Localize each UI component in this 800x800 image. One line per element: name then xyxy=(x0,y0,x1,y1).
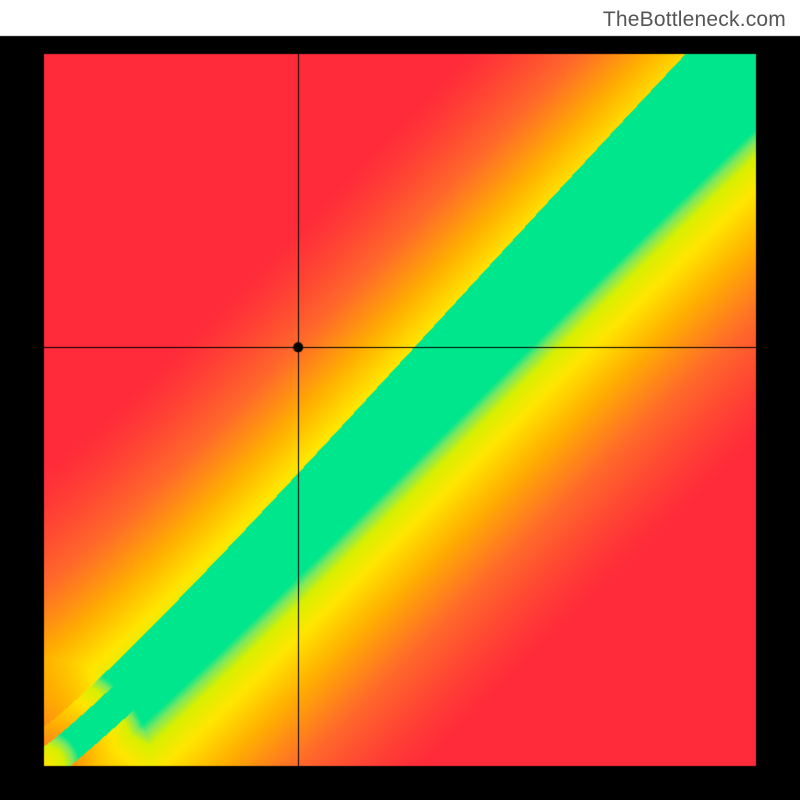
heatmap-canvas xyxy=(0,0,800,800)
chart-container: TheBottleneck.com xyxy=(0,0,800,800)
watermark-text: TheBottleneck.com xyxy=(603,8,786,32)
